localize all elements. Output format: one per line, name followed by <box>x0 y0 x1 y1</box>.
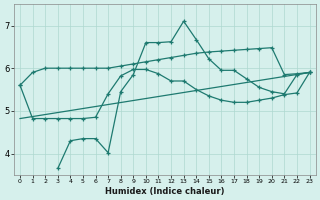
X-axis label: Humidex (Indice chaleur): Humidex (Indice chaleur) <box>105 187 225 196</box>
